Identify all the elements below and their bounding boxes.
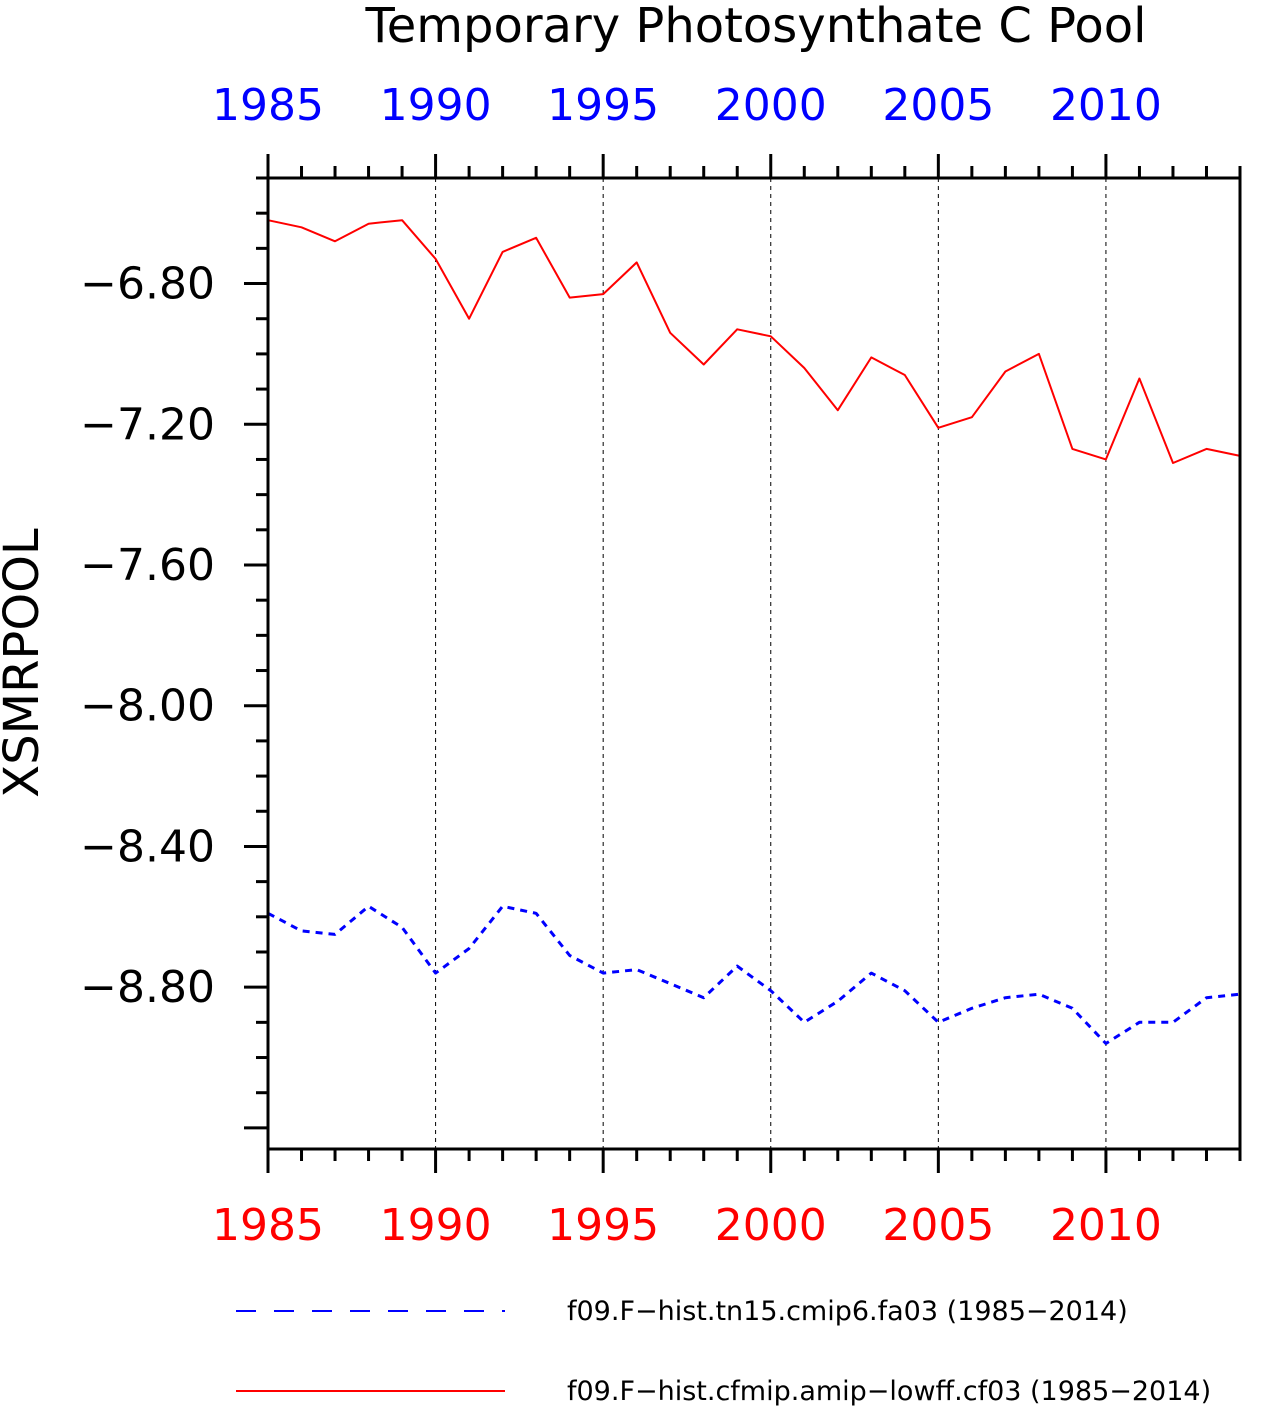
x-tick-label-top-1990: 1990 <box>380 80 492 131</box>
legend-label-series-1: f09.F−hist.tn15.cmip6.fa03 (1985−2014) <box>567 1296 1128 1327</box>
series-line-2 <box>267 219 1241 464</box>
x-tick-label-top-2000: 2000 <box>715 80 827 131</box>
x-tick-label-bottom-1990: 1990 <box>380 1200 492 1251</box>
axis-ticks <box>244 154 1242 1173</box>
y-tick-label--6.80: −6.80 <box>80 259 215 310</box>
y-tick-label--7.20: −7.20 <box>80 399 215 450</box>
x-tick-label-top-1995: 1995 <box>547 80 659 131</box>
x-tick-label-bottom-1995: 1995 <box>547 1200 659 1251</box>
x-tick-label-bottom-2000: 2000 <box>715 1200 827 1251</box>
legend: f09.F−hist.tn15.cmip6.fa03 (1985−2014) f… <box>236 1296 1211 1407</box>
series-lines <box>267 219 1241 1045</box>
tick-labels: 1985 1985 1990 1990 1995 1995 2000 2000 2005 2005… <box>80 80 1162 1251</box>
legend-label-series-2: f09.F−hist.cfmip.amip−lowff.cf03 (1985−2… <box>567 1376 1211 1407</box>
y-axis-label: XSMRPOOL <box>0 528 50 798</box>
y-tick-label--7.60: −7.60 <box>80 540 215 591</box>
x-tick-label-top-2005: 2005 <box>882 80 994 131</box>
x-tick-label-top-2010: 2010 <box>1050 80 1162 131</box>
y-tick-label--8.40: −8.40 <box>80 821 215 872</box>
series-line-1 <box>267 904 1241 1045</box>
y-tick-label--8.00: −8.00 <box>80 681 215 732</box>
x-tick-label-top-1985: 1985 <box>212 80 324 131</box>
chart-title: Temporary Photosynthate C Pool <box>365 0 1147 54</box>
x-tick-label-bottom-2010: 2010 <box>1050 1200 1162 1251</box>
x-tick-label-bottom-1985: 1985 <box>212 1200 324 1251</box>
x-tick-label-bottom-2005: 2005 <box>882 1200 994 1251</box>
y-tick-label--8.80: −8.80 <box>80 962 215 1013</box>
gridlines <box>435 178 1107 1149</box>
plot-frame <box>266 176 1242 1151</box>
